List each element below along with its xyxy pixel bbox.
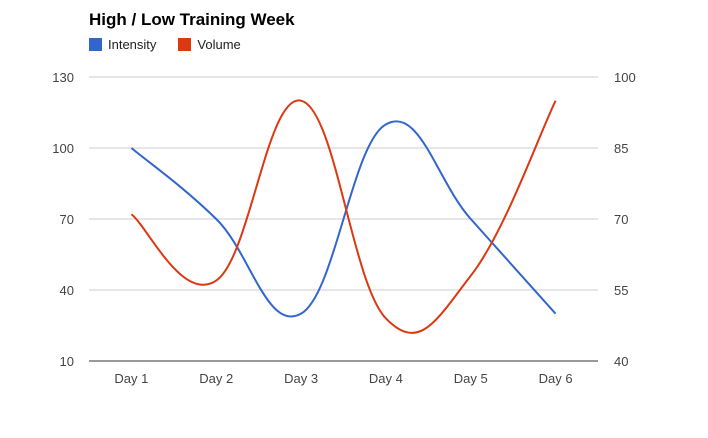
chart-title: High / Low Training Week	[89, 10, 295, 29]
right-axis-tick-label: 85	[614, 141, 628, 156]
legend-swatch-intensity	[89, 38, 102, 51]
left-axis-tick-label: 130	[52, 70, 74, 85]
left-axis-tick-label: 100	[52, 141, 74, 156]
left-axis-tick-label: 10	[60, 354, 74, 369]
legend-label-intensity: Intensity	[108, 37, 157, 52]
x-axis-tick-label: Day 5	[454, 371, 488, 386]
x-axis-tick-label: Day 6	[539, 371, 573, 386]
left-axis-tick-label: 40	[60, 283, 74, 298]
right-axis-tick-label: 40	[614, 354, 628, 369]
x-axis-tick-label: Day 4	[369, 371, 403, 386]
x-axis-tick-label: Day 1	[114, 371, 148, 386]
series-line-volume	[130, 99, 557, 334]
chart-legend: Intensity Volume	[89, 37, 241, 52]
right-axis-tick-label: 100	[614, 70, 636, 85]
right-axis-tick-label: 70	[614, 212, 628, 227]
legend-swatch-volume	[178, 38, 192, 51]
legend-item-volume[interactable]: Volume	[178, 37, 241, 52]
legend-label-volume: Volume	[197, 37, 241, 52]
right-axis-tick-label: 55	[614, 283, 628, 298]
legend-item-intensity[interactable]: Intensity	[89, 37, 156, 52]
x-axis-tick-label: Day 2	[199, 371, 233, 386]
left-axis-tick-label: 70	[60, 212, 74, 227]
x-axis-tick-label: Day 3	[284, 371, 318, 386]
